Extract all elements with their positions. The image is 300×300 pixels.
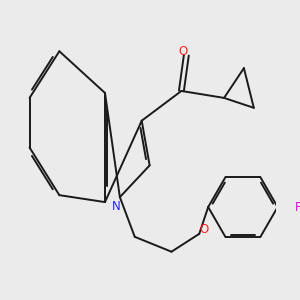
Text: F: F	[295, 201, 300, 214]
Text: O: O	[200, 223, 209, 236]
Text: O: O	[178, 46, 188, 59]
Text: N: N	[112, 200, 121, 213]
